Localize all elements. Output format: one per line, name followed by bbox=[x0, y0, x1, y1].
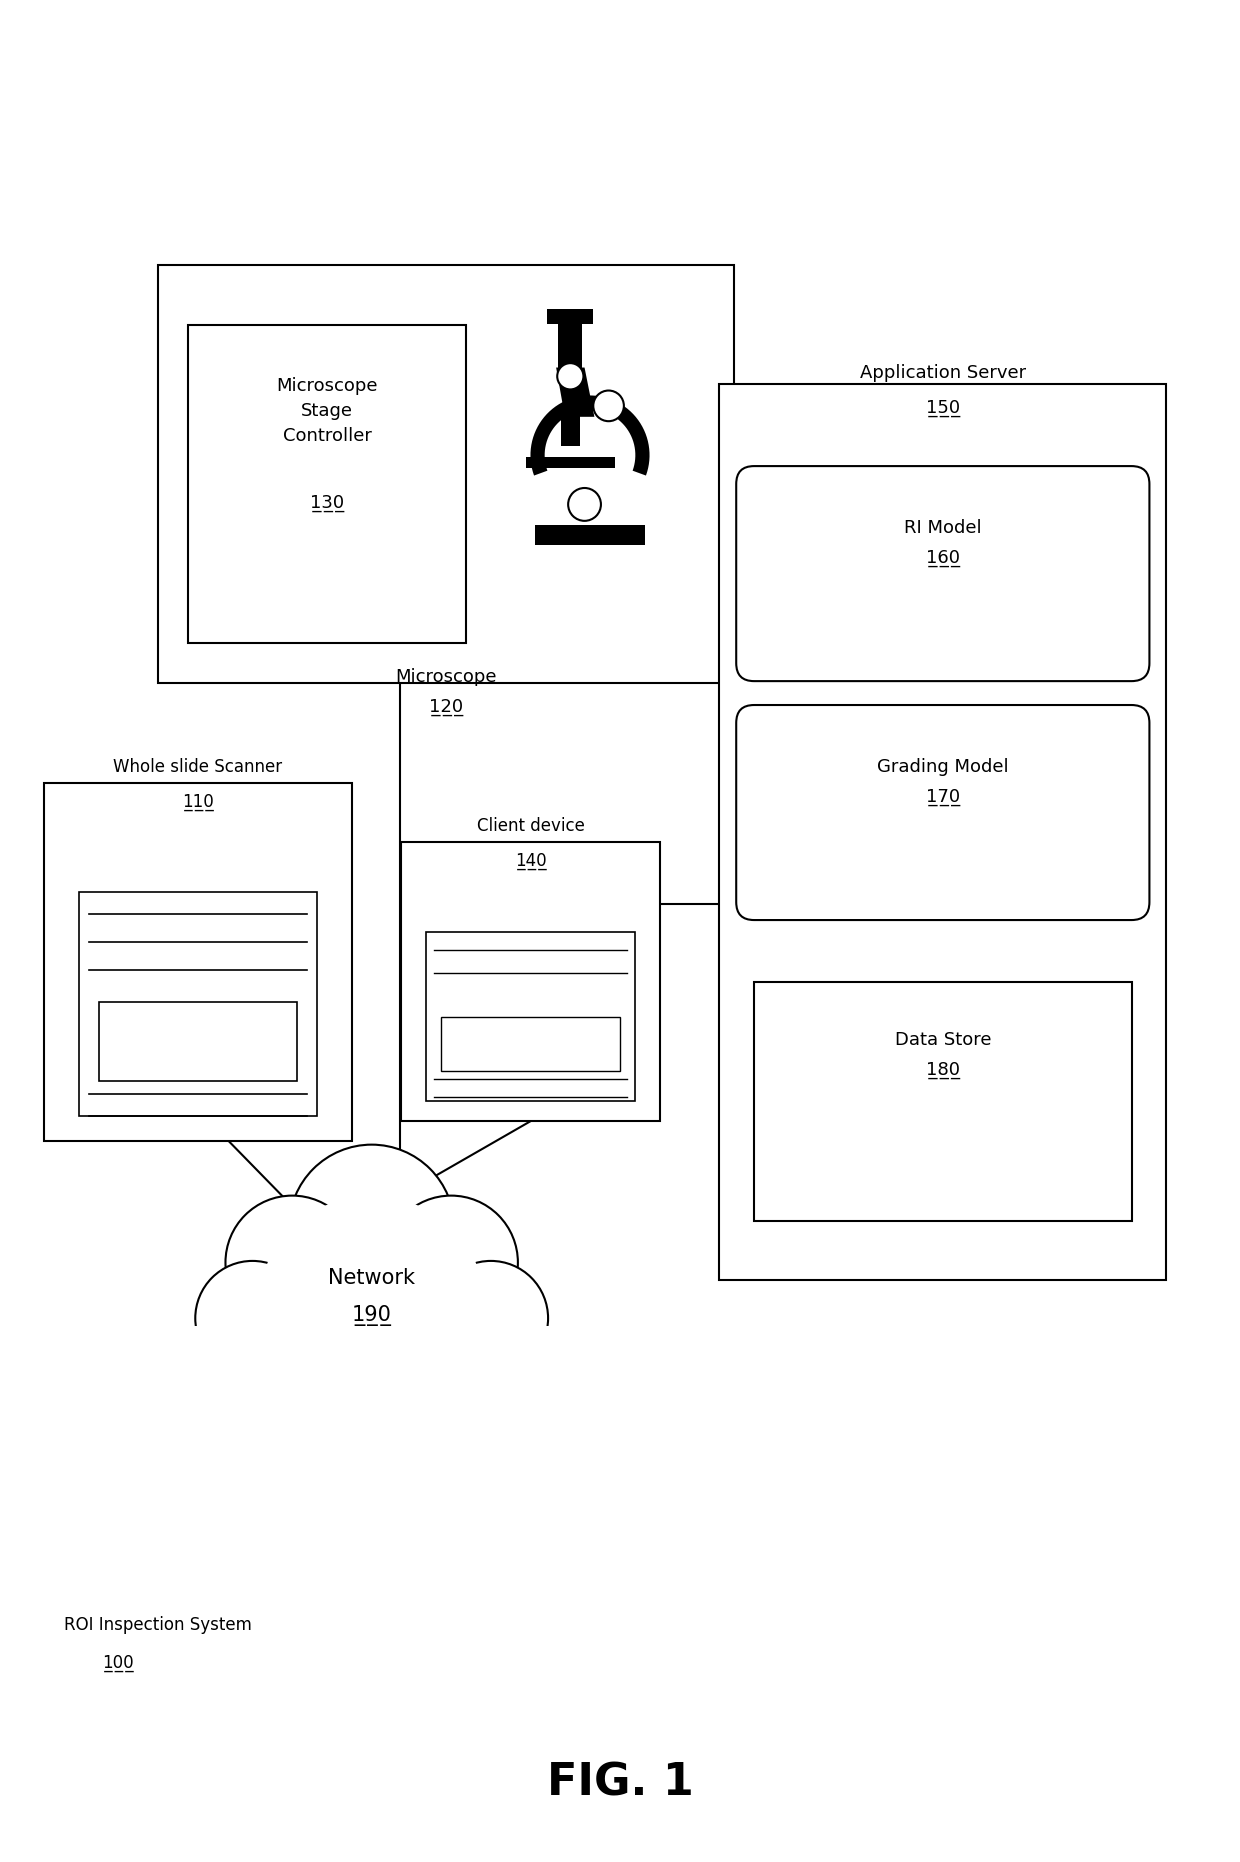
Polygon shape bbox=[531, 395, 650, 475]
FancyBboxPatch shape bbox=[98, 1002, 298, 1082]
Circle shape bbox=[384, 1195, 518, 1329]
Text: 1̲3̲0̲: 1̲3̲0̲ bbox=[310, 493, 343, 512]
Circle shape bbox=[226, 1195, 358, 1329]
FancyBboxPatch shape bbox=[188, 324, 466, 642]
Circle shape bbox=[434, 1261, 548, 1376]
Text: 1̲5̲0̲: 1̲5̲0̲ bbox=[926, 398, 960, 417]
FancyBboxPatch shape bbox=[78, 892, 317, 1115]
Circle shape bbox=[593, 391, 624, 421]
Text: Data Store: Data Store bbox=[894, 1032, 991, 1050]
Text: 1̲6̲0̲: 1̲6̲0̲ bbox=[926, 549, 960, 566]
Text: 1̲4̲0̲: 1̲4̲0̲ bbox=[515, 853, 547, 870]
FancyBboxPatch shape bbox=[737, 706, 1149, 920]
FancyBboxPatch shape bbox=[719, 384, 1167, 1281]
FancyBboxPatch shape bbox=[43, 782, 352, 1141]
FancyBboxPatch shape bbox=[737, 466, 1149, 681]
Text: Application Server: Application Server bbox=[859, 365, 1025, 382]
Circle shape bbox=[568, 488, 601, 521]
FancyBboxPatch shape bbox=[560, 415, 580, 447]
FancyBboxPatch shape bbox=[558, 324, 583, 367]
Text: Microscope: Microscope bbox=[396, 668, 497, 685]
Text: FIG. 1: FIG. 1 bbox=[547, 1761, 693, 1804]
Circle shape bbox=[257, 1195, 486, 1424]
FancyBboxPatch shape bbox=[159, 264, 734, 683]
Text: 1̲0̲0̲: 1̲0̲0̲ bbox=[103, 1653, 134, 1672]
Circle shape bbox=[557, 363, 584, 389]
FancyBboxPatch shape bbox=[427, 933, 635, 1100]
Text: RI Model: RI Model bbox=[904, 519, 982, 536]
FancyBboxPatch shape bbox=[188, 1326, 554, 1398]
Circle shape bbox=[195, 1261, 310, 1376]
FancyBboxPatch shape bbox=[402, 842, 660, 1121]
Text: 1̲2̲0̲: 1̲2̲0̲ bbox=[429, 698, 464, 717]
FancyBboxPatch shape bbox=[536, 525, 645, 546]
Text: Microscope
Stage
Controller: Microscope Stage Controller bbox=[277, 378, 378, 445]
FancyBboxPatch shape bbox=[526, 458, 615, 467]
Text: 1̲9̲0̲: 1̲9̲0̲ bbox=[352, 1305, 392, 1326]
Circle shape bbox=[264, 1274, 384, 1395]
Text: Client device: Client device bbox=[476, 817, 584, 836]
Text: 1̲8̲0̲: 1̲8̲0̲ bbox=[926, 1061, 960, 1080]
FancyBboxPatch shape bbox=[441, 1017, 620, 1071]
Text: ROI Inspection System: ROI Inspection System bbox=[63, 1616, 252, 1633]
Polygon shape bbox=[556, 367, 594, 417]
Text: 1̲7̲0̲: 1̲7̲0̲ bbox=[926, 788, 960, 806]
Circle shape bbox=[289, 1145, 454, 1311]
FancyBboxPatch shape bbox=[754, 981, 1132, 1221]
Text: Grading Model: Grading Model bbox=[877, 758, 1008, 776]
Text: Whole slide Scanner: Whole slide Scanner bbox=[113, 758, 283, 776]
Text: 1̲1̲0̲: 1̲1̲0̲ bbox=[182, 793, 213, 810]
Text: Network: Network bbox=[329, 1268, 415, 1289]
Circle shape bbox=[358, 1274, 480, 1395]
FancyBboxPatch shape bbox=[547, 309, 593, 324]
Circle shape bbox=[321, 1315, 423, 1417]
